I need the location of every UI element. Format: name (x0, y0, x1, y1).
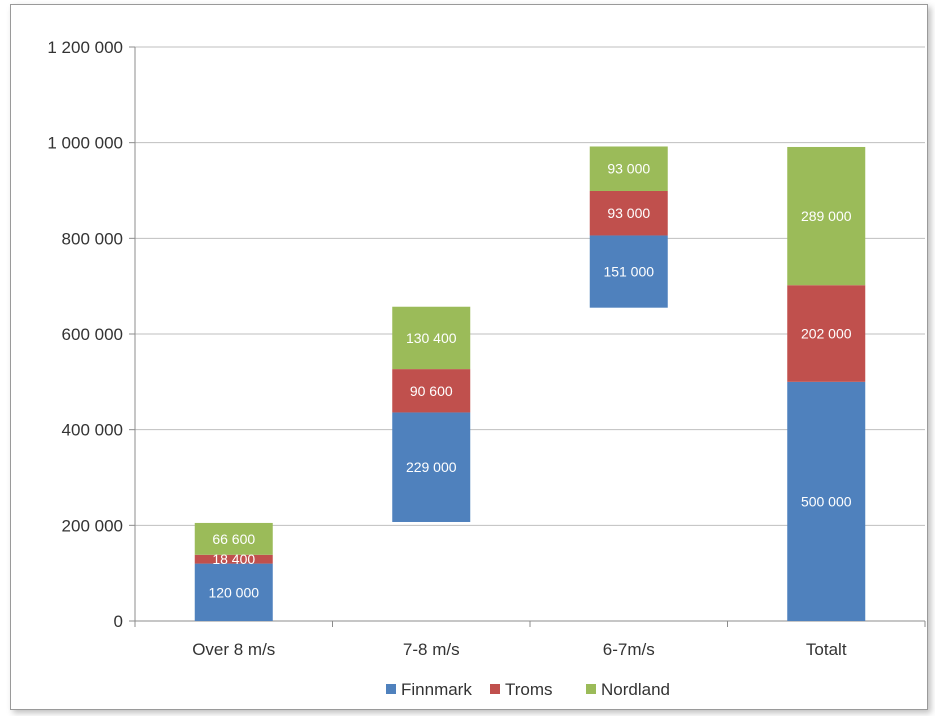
bar-segment-troms (392, 369, 471, 413)
data-label: 120 000 (208, 584, 259, 600)
bar-segment-finnmark (589, 235, 668, 308)
data-label: 289 000 (801, 208, 852, 224)
y-tick-label: 600 000 (62, 325, 123, 344)
legend: Finnmark Troms Nordland (386, 680, 670, 699)
legend-label: Finnmark (401, 680, 472, 699)
bar-segment-finnmark (392, 412, 471, 522)
data-label: 229 000 (406, 459, 457, 475)
y-tick-label: 800 000 (62, 229, 123, 248)
data-label: 202 000 (801, 326, 852, 342)
x-tick-label: Totalt (806, 640, 847, 659)
y-tick-label: 200 000 (62, 516, 123, 535)
data-label: 130 400 (406, 330, 457, 346)
legend-swatch-troms (490, 684, 500, 694)
legend-swatch-nordland (586, 684, 596, 694)
bar-segment-nordland (787, 146, 866, 286)
legend-label: Troms (505, 680, 553, 699)
data-labels: 120 000 18 400 66 600 229 000 90 600 130 400 1… (208, 161, 851, 601)
data-label: 66 600 (212, 531, 255, 547)
bar-segment-troms (194, 554, 273, 564)
bar-segment-nordland (392, 306, 471, 370)
y-tick-label: 1 200 000 (47, 38, 123, 57)
y-tick-label: 400 000 (62, 421, 123, 440)
data-label: 93 000 (607, 205, 650, 221)
bar-segment-nordland (194, 522, 273, 555)
chart-frame: 0 200 000 400 000 600 000 800 000 1 000 000 1 … (10, 4, 928, 710)
bars (194, 146, 866, 621)
bar-segment-nordland (589, 146, 668, 191)
data-label: 90 600 (410, 383, 453, 399)
legend-label: Nordland (601, 680, 670, 699)
bar-segment-troms (589, 190, 668, 236)
data-label: 18 400 (212, 551, 255, 567)
legend-swatch-finnmark (386, 684, 396, 694)
stacked-bar-chart: 0 200 000 400 000 600 000 800 000 1 000 000 1 … (47, 38, 926, 699)
x-tick-label: 7-8 m/s (403, 640, 460, 659)
y-tick-label: 0 (114, 612, 123, 631)
data-label: 151 000 (603, 264, 654, 280)
x-tick-label: 6-7m/s (603, 640, 655, 659)
data-label: 93 000 (607, 161, 650, 177)
bar-segment-troms (787, 285, 866, 382)
bar-segment-finnmark (787, 381, 866, 621)
data-label: 500 000 (801, 493, 852, 509)
y-tick-label: 1 000 000 (47, 134, 123, 153)
x-tick-label: Over 8 m/s (192, 640, 275, 659)
bar-segment-finnmark (194, 563, 273, 621)
